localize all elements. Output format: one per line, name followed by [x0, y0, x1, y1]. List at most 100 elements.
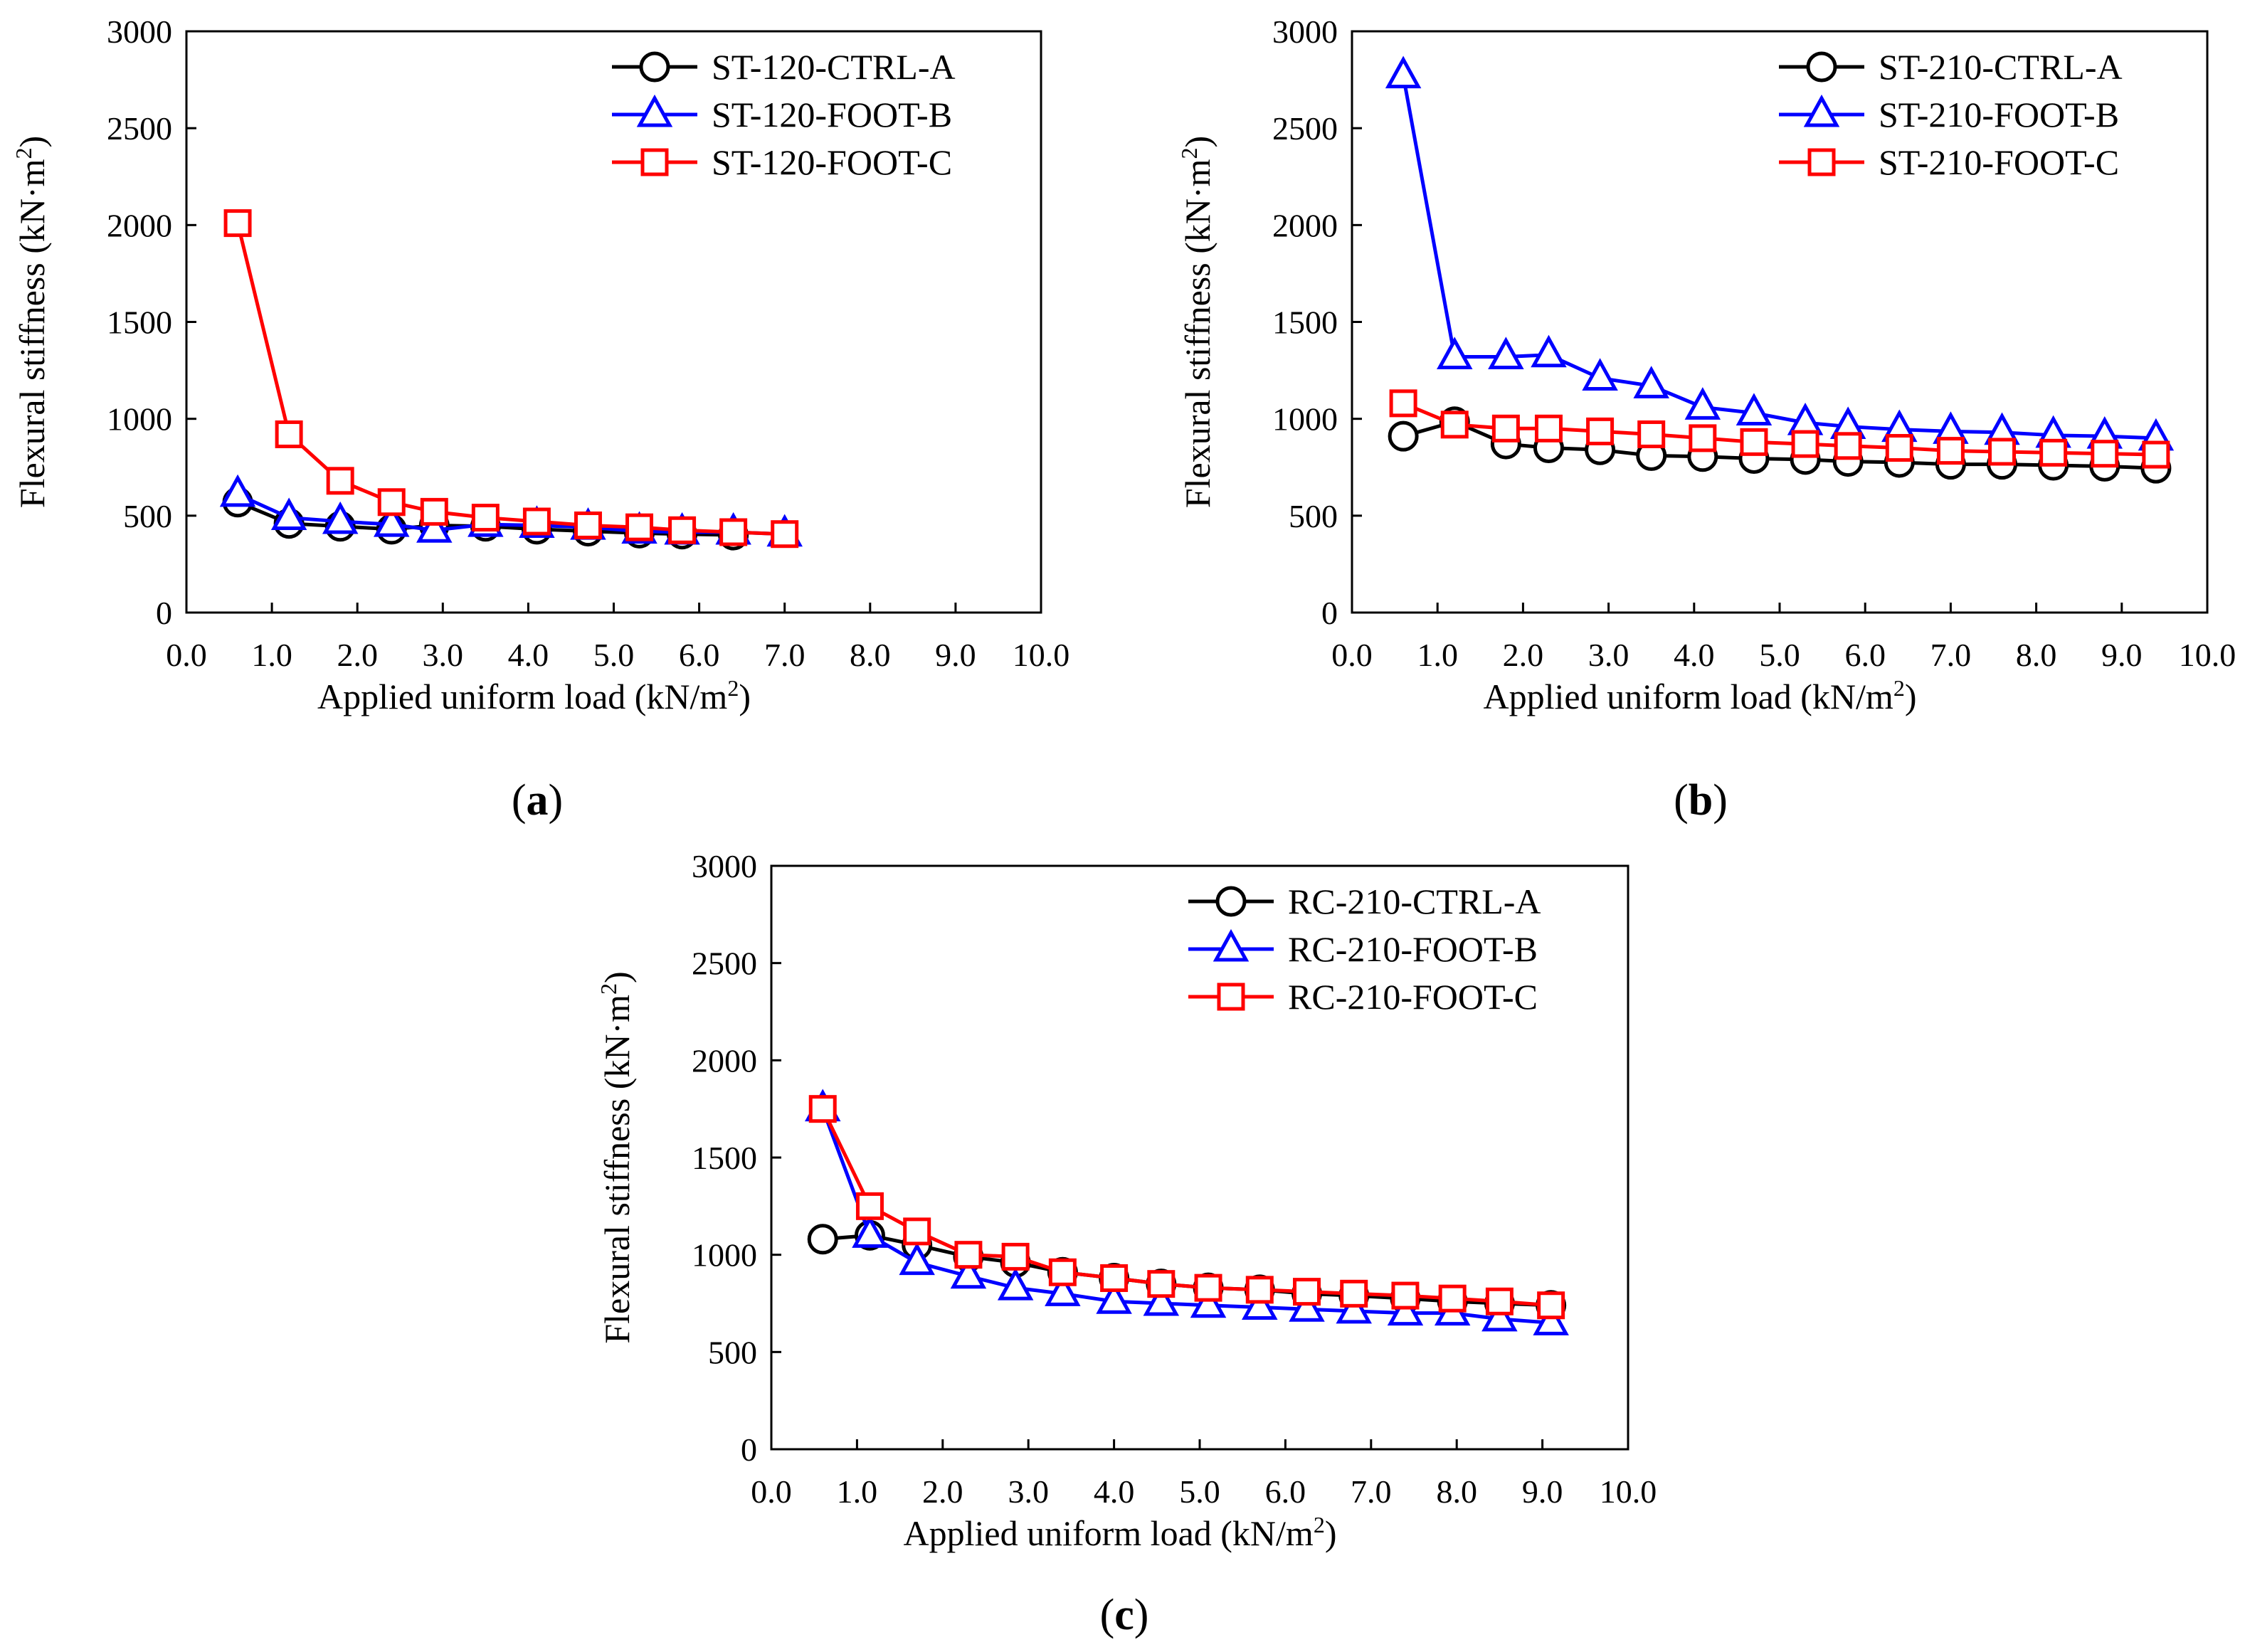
series-rc-210-foot-c-marker	[1194, 1274, 1222, 1302]
y-tick-label: 2500	[692, 946, 757, 982]
x-tick-label: 2.0	[922, 1473, 963, 1510]
series-st-210-foot-c-marker	[1586, 417, 1615, 445]
series-st-120-foot-c-marker	[719, 518, 748, 546]
y-tick-label: 2000	[1272, 207, 1338, 243]
x-tick-label: 7.0	[764, 637, 805, 673]
x-axis-label: Applied uniform load (kN/m2)	[904, 1512, 1337, 1553]
x-tick-label: 0.0	[751, 1473, 792, 1510]
x-tick-label: 0.0	[166, 637, 207, 673]
series-rc-210-foot-c-marker	[1147, 1270, 1176, 1298]
series-st-120-foot-b-marker	[219, 474, 256, 507]
series-rc-210-foot-b-marker	[1190, 1285, 1227, 1318]
y-tick-label: 2000	[692, 1042, 757, 1079]
x-tick-label: 9.0	[935, 637, 976, 673]
series-st-120-foot-c-marker	[420, 497, 448, 526]
series-rc-210-foot-b-marker	[1387, 1293, 1424, 1326]
series-st-210-foot-c-marker	[2142, 440, 2170, 469]
series-rc-210-foot-c-marker	[1438, 1284, 1467, 1313]
legend-rc-210-ctrl-a-label: RC-210-CTRL-A	[1288, 881, 1541, 921]
x-tick-label: 8.0	[850, 637, 891, 673]
y-tick-label: 1500	[1272, 305, 1338, 341]
x-tick-label: 0.0	[1331, 637, 1373, 673]
legend-rc-210-foot-c-label: RC-210-FOOT-C	[1288, 977, 1538, 1017]
series-st-120-foot-c-marker	[223, 209, 252, 238]
series-st-210-foot-c-marker	[1534, 414, 1563, 443]
series-rc-210-foot-c-marker	[1293, 1278, 1321, 1306]
series-st-210-foot-b-marker	[1633, 366, 1669, 398]
legend-st-210-foot-c-marker	[1807, 148, 1836, 176]
legend-st-120-ctrl-a-label: ST-120-CTRL-A	[712, 47, 956, 87]
series-st-210-foot-c-marker	[1988, 438, 2017, 466]
series-st-210-foot-c-marker	[1936, 437, 1965, 465]
series-st-120-foot-c-marker	[668, 516, 697, 544]
series-st-210-foot-b-marker	[1582, 358, 1618, 391]
series-rc-210-foot-b-marker	[1143, 1283, 1180, 1316]
series-st-120-foot-c-line	[236, 223, 785, 536]
x-tick-label: 3.0	[1588, 637, 1629, 673]
x-tick-label: 2.0	[1503, 637, 1544, 673]
x-tick-label: 10.0	[1600, 1473, 1657, 1510]
x-tick-label: 6.0	[1844, 637, 1886, 673]
x-tick-label: 5.0	[593, 637, 635, 673]
series-st-120-foot-c-marker	[771, 520, 799, 549]
series-st-210-foot-c	[1389, 389, 2170, 469]
y-axis-label: Flexural stiffness (kN·m2)	[1176, 136, 1217, 508]
series-rc-210-foot-c-marker	[1245, 1276, 1274, 1304]
x-tick-label: 10.0	[2179, 637, 2236, 673]
x-tick-label: 4.0	[1674, 637, 1715, 673]
series-st-120-foot-b-marker	[270, 497, 307, 531]
series-rc-210-foot-b-marker	[1481, 1298, 1518, 1332]
x-tick-label: 3.0	[1008, 1473, 1049, 1510]
legend-st-120-foot-b-marker	[636, 94, 673, 127]
series-rc-210-foot-c-marker	[1100, 1264, 1129, 1292]
y-tick-label: 0	[156, 595, 172, 631]
x-tick-label: 4.0	[508, 637, 549, 673]
chart-panel-a: 0.0 1.0 2.0 3.0 4.0 5.0 6.0 7.0 8.0 9.0 10.0 0 500 10…	[11, 14, 1069, 825]
series-rc-210-foot-c-marker	[1391, 1281, 1420, 1310]
x-axis-label: Applied uniform load (kN/m2)	[1484, 675, 1917, 716]
x-axis-label: Applied uniform load (kN/m2)	[317, 675, 751, 716]
x-tick-label: 6.0	[679, 637, 720, 673]
y-axis-label: Flexural stiffness (kN·m2)	[596, 971, 637, 1343]
y-tick-label: 3000	[107, 14, 172, 50]
series-st-210-foot-c-marker	[1834, 432, 1862, 460]
series-st-210-foot-b-marker	[1736, 393, 1773, 425]
series-st-210-foot-c-marker	[1491, 414, 1520, 443]
series-st-210-foot-c-line	[1403, 401, 2156, 457]
series-st-210-foot-c-marker	[1689, 424, 1717, 452]
series-st-210-ctrl-a-marker	[1388, 420, 1419, 452]
chart-panel-b: 0.0 1.0 2.0 3.0 4.0 5.0 6.0 7.0 8.0 9.0 10.0 0 500 10…	[1176, 14, 2236, 825]
series-rc-210-foot-b-marker	[1533, 1303, 1569, 1335]
x-tick-label: 10.0	[1013, 637, 1070, 673]
series-rc-210-foot-c-marker	[1048, 1258, 1077, 1286]
series-st-210-foot-c-marker	[2091, 440, 2119, 468]
series-st-210-foot-b-marker	[1531, 334, 1567, 368]
x-tick-label: 4.0	[1094, 1473, 1135, 1510]
y-tick-label: 2500	[107, 110, 172, 147]
series-st-210-foot-c-marker	[1389, 389, 1417, 418]
y-tick-label: 0	[1321, 595, 1338, 631]
series-rc-210-foot-b-line	[820, 1108, 1551, 1325]
legend-st-210-foot-b-marker	[1803, 94, 1840, 127]
series-st-210-foot-c-marker	[1637, 420, 1666, 448]
y-tick-label: 500	[708, 1334, 757, 1370]
legend-rc-210-foot-b-label: RC-210-FOOT-B	[1288, 929, 1538, 969]
series-rc-210-foot-b-marker	[1242, 1287, 1278, 1320]
series-st-120-foot-c-marker	[522, 507, 551, 536]
series-st-210-foot-b-marker	[1385, 55, 1422, 89]
x-tick-label: 3.0	[423, 637, 464, 673]
series-st-120-foot-c-marker	[574, 511, 602, 539]
series-rc-210-foot-c-marker	[1001, 1242, 1030, 1271]
y-tick-label: 1000	[1272, 401, 1338, 438]
x-tick-label: 1.0	[837, 1473, 878, 1510]
x-tick-label: 1.0	[1417, 637, 1458, 673]
series-st-210-foot-c-marker	[2039, 438, 2068, 467]
series-rc-210-foot-c-marker	[1340, 1279, 1368, 1308]
y-tick-label: 2500	[1272, 110, 1338, 147]
series-rc-210-ctrl-a-marker	[807, 1224, 838, 1255]
legend-st-120-foot-b-label: ST-120-FOOT-B	[712, 95, 952, 134]
series-st-210-foot-b-line	[1401, 75, 2156, 440]
series-st-120-foot-c-marker	[471, 504, 500, 532]
x-tick-label: 7.0	[1351, 1473, 1392, 1510]
